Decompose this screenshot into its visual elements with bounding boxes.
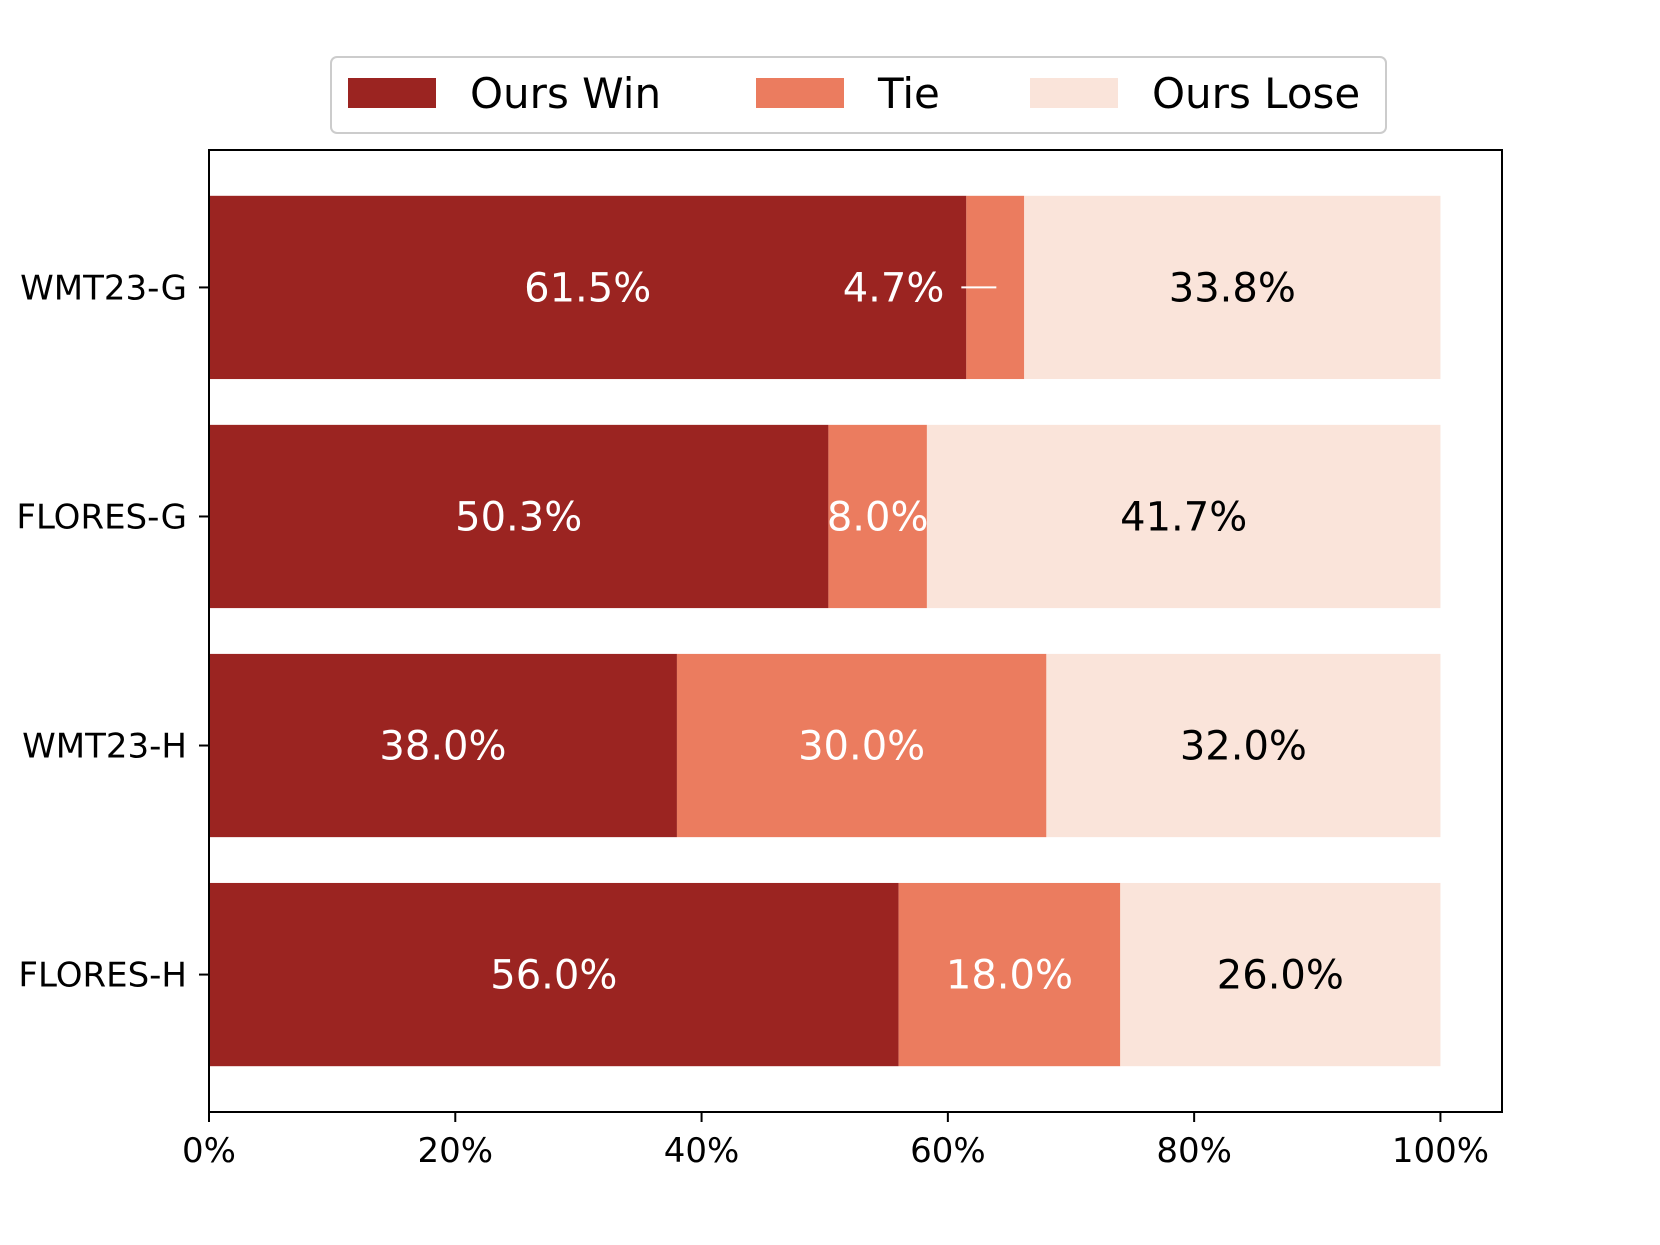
legend-swatch-ours-lose <box>1030 78 1118 108</box>
x-tick-label-40: 40% <box>664 1131 740 1171</box>
data-label-tie-wmt23-g: 4.7% <box>843 265 945 311</box>
y-tick-label-wmt23-h: WMT23-H <box>22 727 187 767</box>
plot-frame <box>208 149 1503 1113</box>
legend-label-ours-win: Ours Win <box>470 69 661 118</box>
data-label-ours-lose-flores-g: 41.7% <box>1120 494 1247 540</box>
bar-ours-win-wmt23-g <box>209 195 967 380</box>
bar-ours-lose-flores-g <box>926 424 1441 609</box>
data-label-ours-win-wmt23-g: 61.5% <box>524 265 651 311</box>
x-axis: 0% 20% 40% 60% 80% 100% <box>182 1112 1489 1171</box>
data-label-tie-wmt23-h: 30.0% <box>798 724 925 770</box>
legend-label-ours-lose: Ours Lose <box>1152 69 1360 118</box>
legend-swatch-ours-win <box>348 78 436 108</box>
x-tick-label-0: 0% <box>182 1131 236 1171</box>
y-tick-label-flores-h: FLORES-H <box>18 956 187 996</box>
data-labels-layer: 61.5% 4.7% 33.8% 50.3% 8.0% 41.7% 38.0% 30.0% 32… <box>379 265 1343 998</box>
data-label-ours-lose-flores-h: 26.0% <box>1217 953 1344 999</box>
bar-ours-lose-flores-h <box>1120 882 1441 1067</box>
data-label-ours-lose-wmt23-h: 32.0% <box>1180 724 1307 770</box>
legend-swatch-tie <box>756 78 844 108</box>
data-label-ours-win-wmt23-h: 38.0% <box>379 724 506 770</box>
bar-ours-win-flores-g <box>209 424 829 609</box>
y-tick-label-wmt23-g: WMT23-G <box>20 268 187 308</box>
bar-tie-flores-g <box>828 424 927 609</box>
y-axis: WMT23-G FLORES-G WMT23-H FLORES-H <box>16 268 209 996</box>
y-tick-label-flores-g: FLORES-G <box>16 497 187 537</box>
bar-ours-lose-wmt23-g <box>1024 195 1441 380</box>
data-label-tie-flores-g: 8.0% <box>827 494 929 540</box>
bar-tie-wmt23-h <box>676 653 1047 838</box>
data-label-ours-win-flores-h: 56.0% <box>490 953 617 999</box>
bar-tie-flores-h <box>898 882 1121 1067</box>
x-tick-label-60: 60% <box>910 1131 986 1171</box>
data-label-tie-flores-h: 18.0% <box>946 953 1073 999</box>
legend-label-tie: Tie <box>877 69 940 118</box>
legend-box <box>330 56 1387 134</box>
legend: Ours Win Tie Ours Lose <box>330 56 1387 134</box>
bar-ours-win-flores-h <box>209 882 899 1067</box>
data-label-ours-win-flores-g: 50.3% <box>455 494 582 540</box>
x-tick-label-20: 20% <box>417 1131 493 1171</box>
data-label-ours-lose-wmt23-g: 33.8% <box>1169 265 1296 311</box>
bar-ours-lose-wmt23-h <box>1046 653 1441 838</box>
bar-ours-win-wmt23-h <box>209 653 677 838</box>
x-tick-label-80: 80% <box>1156 1131 1232 1171</box>
x-tick-label-100: 100% <box>1392 1131 1489 1171</box>
bars-layer <box>209 195 1441 1067</box>
